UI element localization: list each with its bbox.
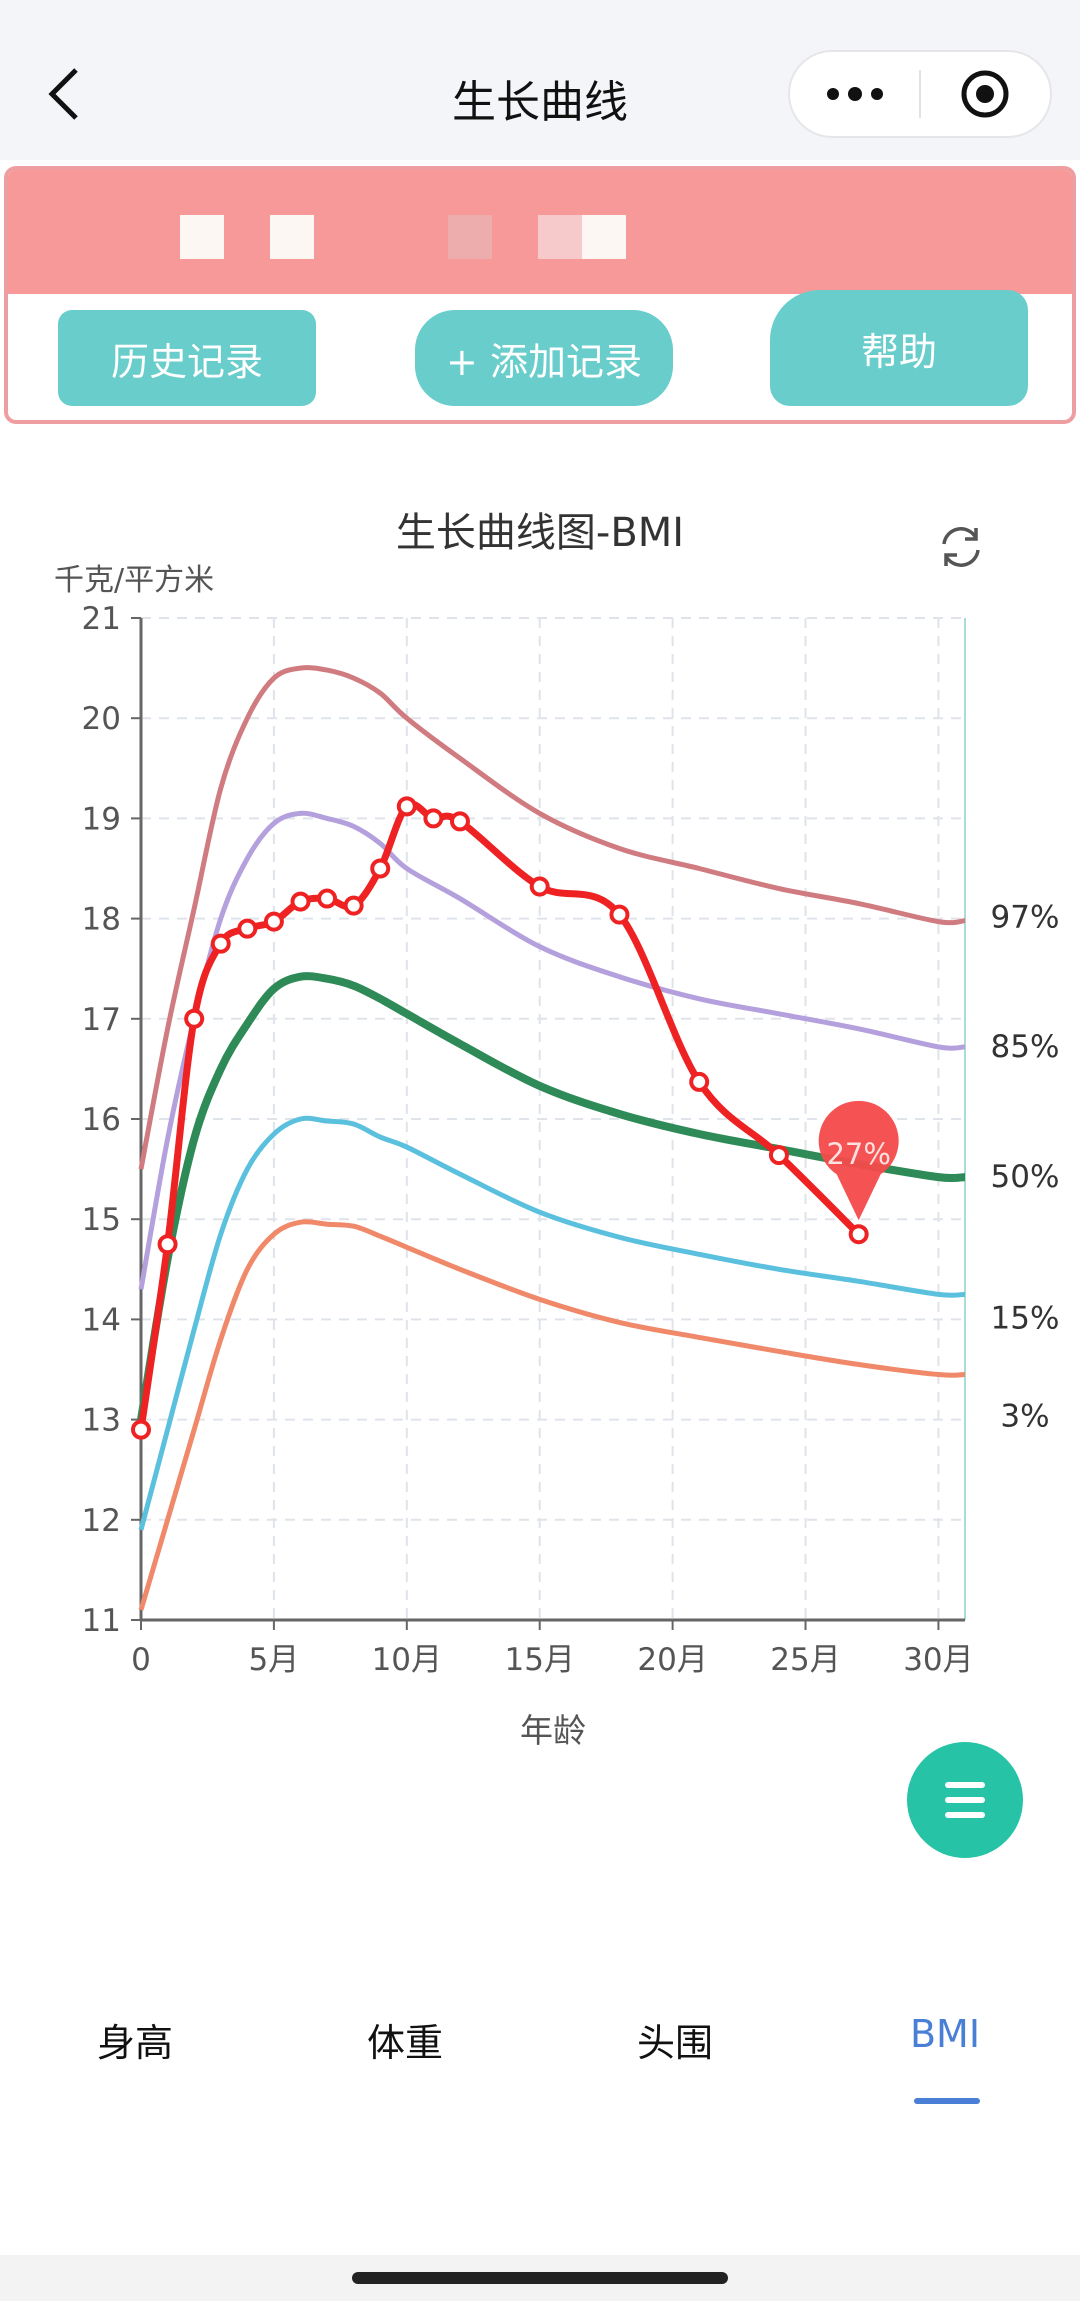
x-tick-label: 0 (131, 1642, 151, 1678)
x-tick-label: 30月 (903, 1642, 973, 1678)
redacted-block (448, 215, 492, 259)
y-tick-label: 15 (82, 1202, 121, 1238)
percentile-label: 97% (991, 900, 1060, 936)
menu-icon (945, 1782, 985, 1818)
more-icon (826, 87, 883, 101)
tab-bar: 身高 体重 头围 BMI (0, 1990, 1080, 2110)
percentile-line-15 (138, 1115, 966, 1531)
percentile-line-50 (137, 972, 966, 1421)
tab-label: BMI (909, 2012, 981, 2056)
y-axis-unit: 千克/平方米 (54, 563, 215, 598)
child-data-point (131, 1419, 151, 1440)
refresh-icon[interactable] (936, 522, 986, 572)
child-data-point (343, 895, 364, 916)
percentile-pin-label: 27% (826, 1137, 890, 1171)
divider (919, 70, 921, 118)
target-icon (961, 70, 1009, 118)
tab-label: 头围 (636, 2021, 713, 2065)
child-data-point (210, 933, 231, 954)
y-tick-label: 14 (82, 1302, 121, 1338)
redacted-block (538, 215, 582, 259)
close-button[interactable] (921, 52, 1050, 136)
tab-label: 身高 (96, 2021, 173, 2065)
redacted-block (270, 215, 314, 259)
x-tick-label: 15月 (504, 1642, 574, 1678)
x-tick-label: 5月 (249, 1642, 300, 1678)
child-data-point (423, 808, 444, 829)
percentile-line-97 (138, 665, 966, 1170)
child-data-point (848, 1224, 869, 1245)
y-tick-label: 13 (82, 1403, 121, 1439)
y-tick-label: 20 (82, 701, 121, 737)
y-tick-label: 16 (82, 1102, 121, 1138)
bmi-chart: 11 12 13 14 15 16 17 18 19 20 21 0 5月 10月 15月 20月 25月 30月… (82, 601, 1060, 1750)
child-data-point (609, 904, 630, 925)
percentile-label: 3% (1000, 1399, 1049, 1435)
child-bmi-line (137, 800, 862, 1431)
x-tick-label: 25月 (770, 1642, 840, 1678)
tab-weight[interactable]: 体重 (270, 1990, 540, 2110)
menu-fab[interactable] (907, 1742, 1023, 1858)
redacted-block (180, 215, 224, 259)
x-tick-label: 10月 (372, 1642, 442, 1678)
actions-card: 历史记录 + 添加记录 帮助 (4, 166, 1076, 424)
more-button[interactable] (790, 52, 919, 136)
help-button[interactable]: 帮助 (770, 290, 1028, 406)
home-indicator[interactable] (352, 2272, 728, 2284)
x-axis-label: 年龄 (520, 1711, 586, 1750)
nav-bar: 生长曲线 (0, 0, 1080, 160)
tab-bmi[interactable]: BMI (810, 1990, 1080, 2110)
redacted-banner (8, 170, 1072, 294)
page-title: 生长曲线 (452, 77, 628, 128)
child-data-point (263, 911, 284, 932)
child-data-point (689, 1071, 710, 1092)
tab-head[interactable]: 头围 (540, 1990, 810, 2110)
child-data-point (529, 876, 550, 897)
tab-label: 体重 (366, 2021, 443, 2065)
redacted-block (582, 215, 626, 259)
history-button[interactable]: 历史记录 (58, 310, 316, 406)
y-tick-label: 11 (82, 1603, 121, 1639)
child-data-point (157, 1234, 178, 1255)
y-tick-label: 12 (82, 1503, 121, 1539)
x-tick-label: 20月 (637, 1642, 707, 1678)
percentile-label: 15% (991, 1300, 1060, 1336)
chart-title: 生长曲线图-BMI (395, 510, 685, 556)
percentile-label: 50% (991, 1159, 1060, 1195)
add-record-button[interactable]: + 添加记录 (415, 310, 673, 406)
tab-height[interactable]: 身高 (0, 1990, 270, 2110)
child-data-point (396, 796, 417, 817)
y-tick-label: 21 (82, 601, 121, 637)
child-data-point (370, 858, 391, 879)
percentile-pin (818, 1100, 899, 1221)
back-icon[interactable] (44, 66, 84, 122)
child-data-point (449, 811, 470, 832)
mini-program-capsule (788, 50, 1052, 138)
child-data-point (290, 891, 311, 912)
child-data-point (317, 888, 338, 909)
y-tick-label: 18 (82, 902, 121, 938)
active-tab-indicator (914, 2098, 980, 2104)
child-data-point (768, 1145, 789, 1166)
child-data-point (184, 1008, 205, 1029)
percentile-label: 85% (991, 1029, 1060, 1065)
child-data-point (237, 918, 258, 939)
y-tick-label: 17 (82, 1002, 121, 1038)
y-tick-label: 19 (82, 801, 121, 837)
percentile-line-3 (138, 1219, 966, 1611)
